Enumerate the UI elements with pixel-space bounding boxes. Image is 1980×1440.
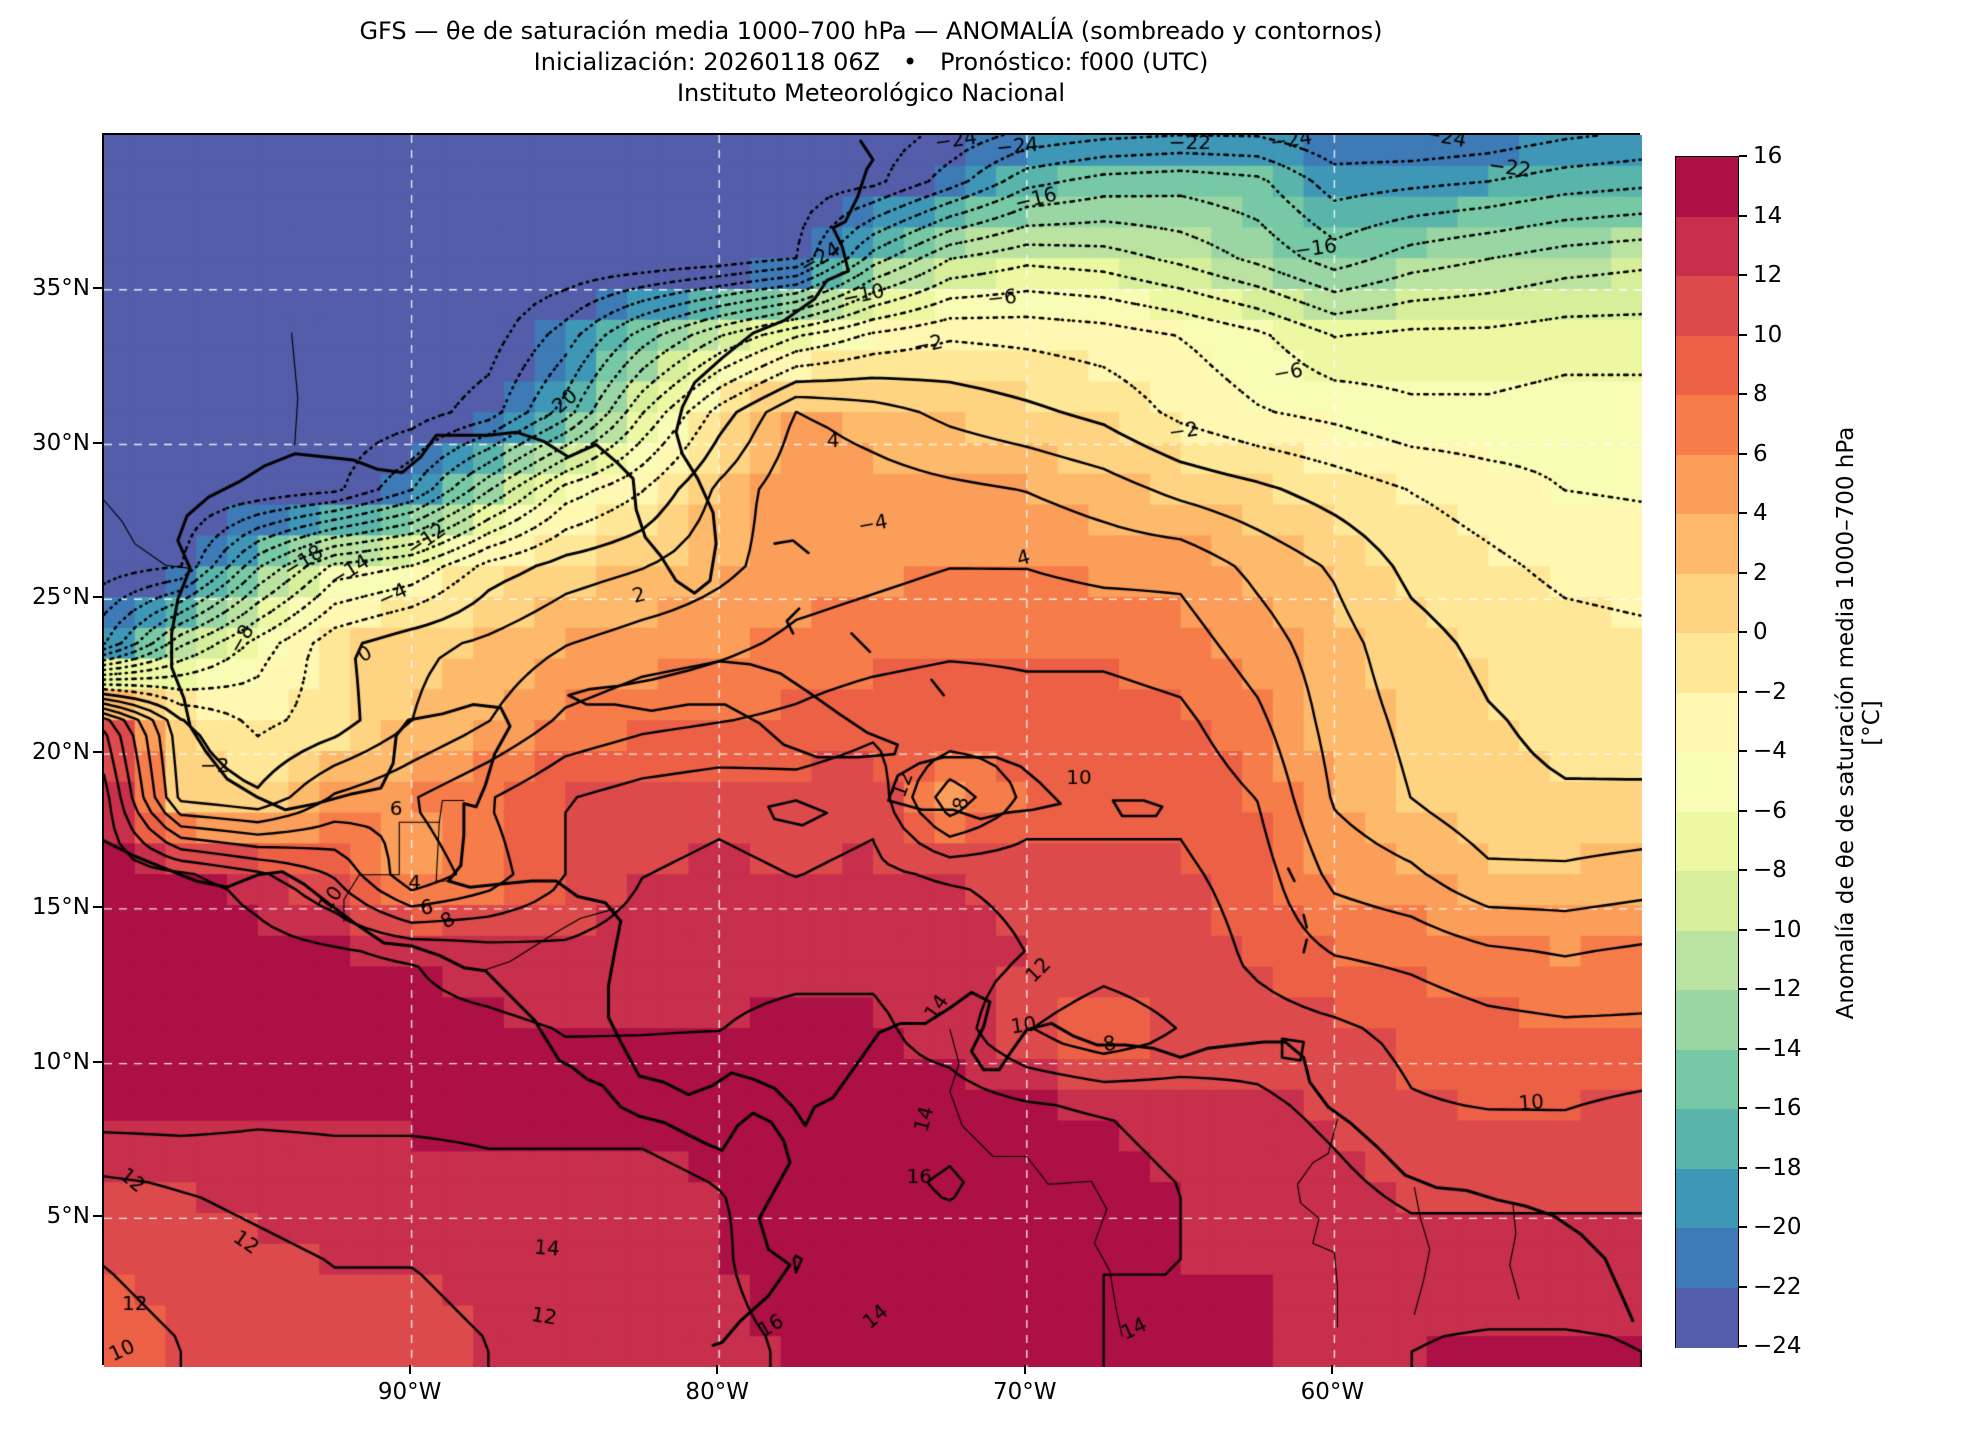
colorbar-tick-mark	[1739, 690, 1747, 693]
y-tick-label: 25°N	[32, 584, 90, 611]
colorbar-tick-mark	[1739, 1226, 1747, 1228]
colorbar-cell	[1676, 514, 1738, 575]
y-tick-mark	[93, 1060, 102, 1063]
colorbar-tick-label: 0	[1753, 619, 1768, 645]
colorbar-tick-mark	[1739, 809, 1747, 812]
y-tick-mark	[93, 905, 102, 908]
colorbar-tick-mark	[1739, 333, 1747, 336]
colorbar-tick-mark	[1739, 452, 1747, 455]
y-tick-label: 30°N	[32, 429, 90, 456]
colorbar-cell	[1676, 216, 1738, 277]
colorbar-tick-mark	[1739, 393, 1747, 395]
y-tick-label: 10°N	[32, 1048, 90, 1075]
colorbar-tick-mark	[1739, 214, 1747, 217]
colorbar-tick-label: −4	[1753, 738, 1787, 764]
colorbar-cell	[1676, 1287, 1738, 1348]
colorbar-cell	[1676, 752, 1738, 813]
y-tick-label: 5°N	[46, 1203, 90, 1230]
colorbar-cell	[1676, 276, 1738, 337]
colorbar-cell	[1676, 157, 1738, 218]
y-tick-label: 20°N	[32, 739, 90, 766]
colorbar-tick-label: 16	[1753, 143, 1783, 169]
colorbar-tick-label: −10	[1753, 916, 1802, 943]
title-block: GFS — θe de saturación media 1000–700 hP…	[102, 16, 1640, 109]
colorbar-tick-label: −20	[1753, 1214, 1802, 1240]
colorbar-tick-label: −2	[1753, 678, 1787, 705]
colorbar	[1675, 156, 1739, 1348]
colorbar-axis-label: Anomalía de θe de saturación media 1000–…	[1833, 426, 1885, 1020]
colorbar-tick-label: −8	[1753, 857, 1787, 883]
colorbar-tick-label: −18	[1753, 1154, 1802, 1181]
title-line-1: GFS — θe de saturación media 1000–700 hP…	[359, 17, 1383, 45]
colorbar-tick-mark	[1739, 1345, 1747, 1347]
x-tick-label: 60°W	[1300, 1379, 1365, 1405]
map-plot-area	[102, 133, 1642, 1367]
colorbar-cell	[1676, 454, 1738, 515]
colorbar-cell	[1676, 335, 1738, 396]
colorbar-tick-mark	[1739, 988, 1747, 990]
x-tick-label: 90°W	[377, 1379, 442, 1405]
colorbar-tick-mark	[1739, 1285, 1747, 1288]
colorbar-tick-mark	[1739, 571, 1747, 574]
colorbar-tick-label: −6	[1753, 797, 1787, 824]
colorbar-tick-label: 2	[1753, 559, 1768, 586]
colorbar-cell	[1676, 1049, 1738, 1110]
x-tick-label: 70°W	[993, 1379, 1057, 1405]
colorbar-tick-mark	[1739, 512, 1747, 514]
colorbar-tick-mark	[1739, 928, 1747, 931]
colorbar-tick-mark	[1739, 1166, 1747, 1169]
colorbar-cell	[1676, 1168, 1738, 1229]
colorbar-tick-label: 14	[1753, 202, 1783, 229]
colorbar-cell	[1676, 395, 1738, 456]
y-tick-label: 15°N	[32, 893, 90, 920]
y-tick-mark	[93, 441, 102, 444]
colorbar-tick-label: −24	[1753, 1333, 1802, 1359]
colorbar-cell	[1676, 1109, 1738, 1170]
colorbar-cell	[1676, 930, 1738, 991]
colorbar-cell	[1676, 871, 1738, 932]
x-tick-mark	[716, 1365, 719, 1374]
y-tick-mark	[93, 286, 102, 289]
colorbar-tick-label: 10	[1753, 321, 1783, 348]
y-tick-label: 35°N	[32, 274, 90, 301]
colorbar-tick-mark	[1739, 631, 1747, 633]
colorbar-tick-label: 6	[1753, 440, 1768, 467]
colorbar-tick-label: 12	[1753, 262, 1783, 288]
colorbar-tick-label: −16	[1753, 1095, 1802, 1121]
x-tick-mark	[408, 1365, 411, 1374]
colorbar-cell	[1676, 990, 1738, 1051]
colorbar-tick-mark	[1739, 869, 1747, 871]
colorbar-cell	[1676, 811, 1738, 872]
colorbar-cell	[1676, 1228, 1738, 1289]
colorbar-tick-label: 8	[1753, 381, 1768, 407]
colorbar-tick-mark	[1739, 1047, 1747, 1050]
colorbar-cell	[1676, 573, 1738, 634]
colorbar-tick-mark	[1739, 750, 1747, 752]
y-tick-mark	[93, 751, 102, 754]
x-tick-label: 80°W	[685, 1379, 749, 1405]
colorbar-tick-mark	[1739, 155, 1747, 157]
x-tick-mark	[1023, 1365, 1026, 1374]
title-line-3: Instituto Meteorológico Nacional	[676, 79, 1066, 107]
colorbar-tick-mark	[1739, 274, 1747, 276]
colorbar-tick-label: −22	[1753, 1273, 1802, 1300]
colorbar-cell	[1676, 633, 1738, 694]
title-line-2: Inicialización: 20260118 06Z • Pronóstic…	[533, 48, 1209, 76]
colorbar-cell	[1676, 692, 1738, 753]
colorbar-tick-label: −14	[1753, 1035, 1802, 1062]
y-tick-mark	[93, 1215, 102, 1218]
colorbar-tick-mark	[1739, 1107, 1747, 1109]
colorbar-tick-label: −12	[1753, 976, 1802, 1002]
map-canvas	[104, 135, 1642, 1367]
x-tick-mark	[1331, 1365, 1334, 1374]
colorbar-tick-label: 4	[1753, 500, 1768, 526]
y-tick-mark	[93, 596, 102, 599]
